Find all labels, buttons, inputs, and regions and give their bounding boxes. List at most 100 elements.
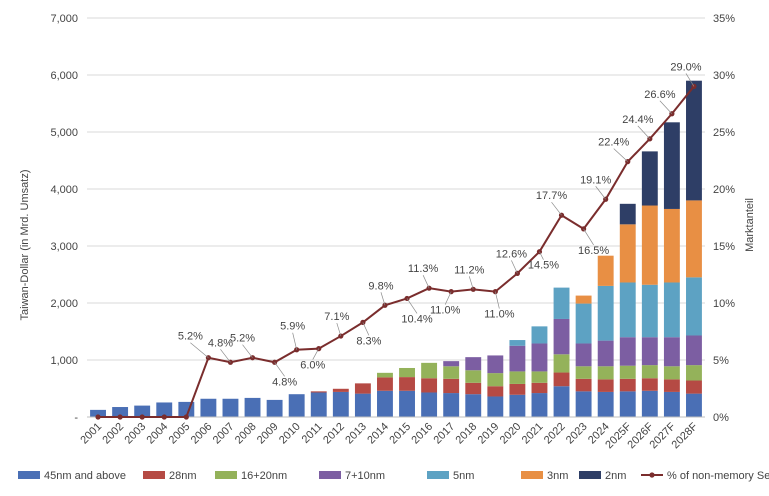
bar-segment [443,366,460,379]
data-label: 4.8% [208,337,233,349]
x-tick-label: 2018 [454,421,480,447]
x-tick-label: 2014 [365,421,391,447]
bar-segment [354,383,371,394]
y2-tick-label: 5% [713,355,729,367]
line-point [161,414,167,420]
bar-segment [156,402,173,417]
x-tick-label: 2019 [476,421,502,447]
bar-segment [487,355,504,374]
bar-segment [399,367,415,378]
bar-segment [531,371,548,383]
x-tick-label: 2015 [387,421,413,447]
x-tick-label: 2003 [123,421,149,447]
y2-tick-label: 10% [713,298,735,310]
legend-swatch [579,471,601,479]
data-label: 11.0% [430,305,461,317]
bar-segment [575,378,592,392]
bar-segment [288,394,305,417]
legend-label: 28nm [169,470,197,482]
bar-segment [509,340,526,346]
legend-label: 16+20nm [241,470,287,482]
legend-swatch [215,471,237,479]
legend-swatch [319,471,341,479]
bar-segment [619,337,636,366]
legend-marker [649,472,655,478]
line-point [95,414,101,420]
bar-segment [465,370,482,383]
y-tick-label: 3,000 [50,241,78,253]
data-label-leader [494,291,500,309]
data-label-leader [274,362,285,377]
bar-segment [619,203,636,225]
bar-segment [200,398,217,417]
bar-segment [487,373,504,387]
data-label-leader [380,292,386,306]
bar-segment [244,397,261,417]
bar-segment [134,405,151,417]
data-label: 5.2% [230,333,255,345]
data-label: 11.2% [454,264,485,276]
bar-segment [641,205,658,285]
bar-segment [509,371,526,384]
bar-segment [619,378,636,392]
legend: 45nm and above 28nm 16+20nm 7+10nm 5nm 3nm 2nm… [18,470,769,482]
bar-segment [553,386,570,417]
legend-label: % of non-memory Semis [667,470,769,482]
bar-segment [663,379,680,392]
x-tick-label: 2023 [564,421,590,447]
bar-segment [509,345,526,372]
x-tick-label: 2012 [321,421,347,447]
data-label-leader [190,342,209,358]
x-tick-label: 2009 [255,421,281,447]
data-label-leader [292,332,298,350]
bar-segment [597,379,614,392]
y2-tick-label: 25% [713,127,735,139]
data-label: 12.6% [496,248,527,260]
x-tick-label: 2005 [167,421,193,447]
data-label: 7.1% [324,311,349,323]
bar-segment [487,386,504,397]
y-tick-label: 2,000 [50,298,78,310]
bar-segment [575,303,592,344]
bar-segment [619,391,636,417]
bar-segment [465,394,482,417]
bar-segment [663,337,680,367]
bar-segment [90,409,106,417]
data-label-leader [637,125,651,140]
bar-segment [310,392,327,417]
y-axis-right: 0% 5% 10% 15% 20% 25% 30% 35% [713,13,735,424]
data-label: 22.4% [598,137,629,149]
y-axis-left: - 1,000 2,000 3,000 4,000 5,000 6,000 7,000 [50,13,78,424]
x-tick-label: 2016 [409,421,435,447]
bar-segment [619,365,636,379]
x-tick-label: 2017 [432,421,458,447]
bar-segment [332,391,349,417]
bar-segment [553,354,570,373]
y2-axis-title: Marktanteil [744,198,756,252]
bar-segment [332,388,349,392]
bar-segment [597,340,614,367]
bar-segment [399,377,415,391]
data-label-leader [444,291,452,305]
share-line-path [98,85,695,418]
x-tick-label: 2013 [343,421,369,447]
bar-segment [663,282,680,338]
data-label-leader [468,276,474,290]
data-label: 29.0% [670,61,701,73]
bar-segment [509,383,526,395]
stacked-bars [90,80,702,417]
gridlines [87,17,705,418]
data-label: 24.4% [622,114,653,126]
bar-segment [487,396,504,417]
data-label-leader [362,322,370,336]
y2-tick-label: 15% [713,241,735,253]
x-tick-label: 2006 [189,421,215,447]
legend-swatch [143,471,165,479]
bar-segment [377,377,393,391]
bar-segment [686,335,702,366]
line-point [183,414,189,420]
bar-segment [421,378,438,393]
y-tick-label: 4,000 [50,184,78,196]
bar-segment [377,390,393,417]
